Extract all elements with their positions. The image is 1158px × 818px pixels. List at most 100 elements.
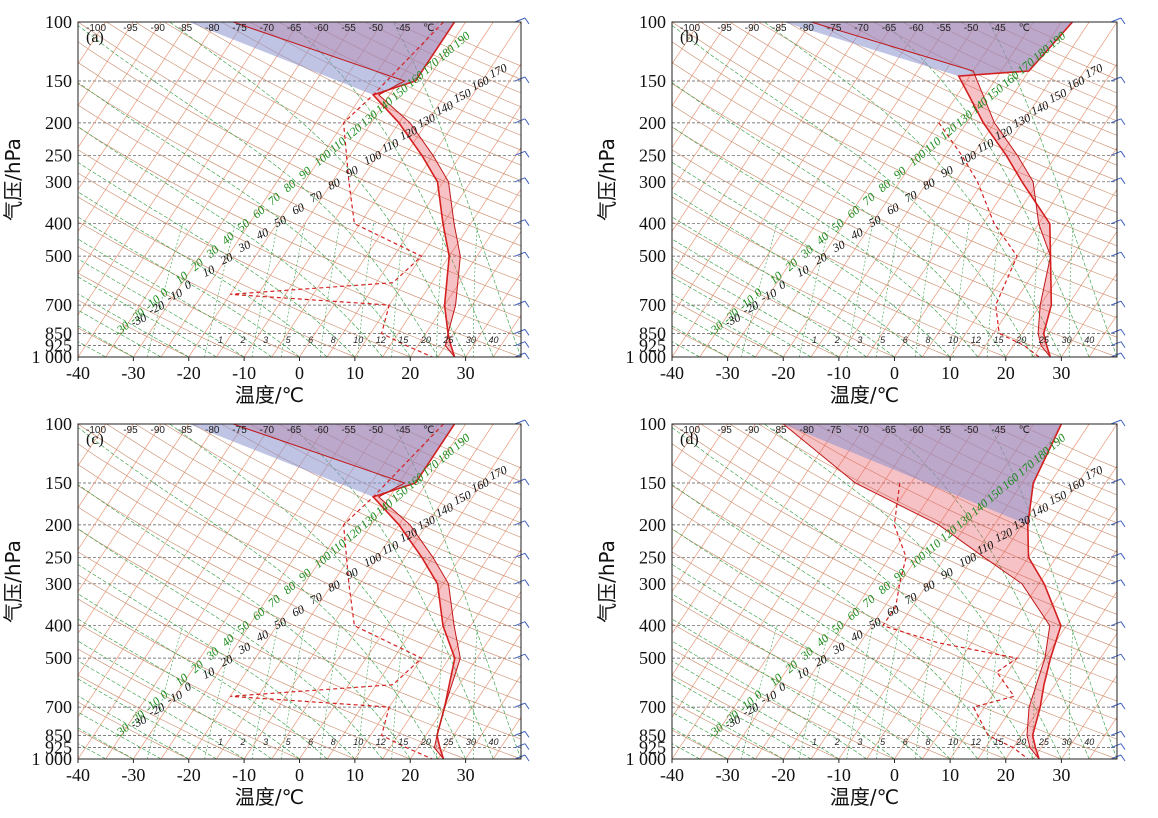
mixing-ratio-label: 3 [857,335,862,345]
dry-adiabat [786,424,1117,583]
top-scale-label: -45 [991,425,1006,436]
moist-adiabat [78,309,162,357]
x-tick-label: -20 [177,363,201,383]
black-isoline-label: 100 [957,550,979,570]
moist-adiabat [78,276,217,357]
moist-adiabat [78,82,411,357]
black-isoline-label: -10 [164,687,184,706]
top-scale-label: -65 [882,425,897,436]
top-scale-label: -85 [178,425,193,436]
moist-adiabat [78,325,134,357]
mixing-ratio-label: 30 [466,335,476,345]
wind-barb [514,419,526,425]
x-tick-label: 10 [346,363,364,383]
mixing-ratio-line [251,223,279,357]
green-isoline-label: 60 [844,605,862,623]
black-isoline-label: 10 [794,262,811,280]
y-tick-label: 250 [45,547,72,567]
isotherm-line [78,424,134,509]
mixing-ratio-label: 1 [218,737,223,747]
wind-barb [524,352,530,360]
isotherm-line [382,146,521,357]
panel-label: (c) [86,431,104,448]
dry-adiabat [78,485,521,702]
wind-barb [524,177,530,185]
mixing-ratio-label: 3 [857,737,862,747]
moist-adiabat [672,727,728,759]
mixing-ratio-line [875,625,900,759]
isotherm-line [105,22,328,357]
isotherm-line [866,424,1090,759]
dry-adiabat [78,22,521,247]
isotherm-line [922,465,1117,759]
black-isoline-label: 130 [415,110,437,130]
x-tick-label: 20 [997,765,1015,785]
green-isoline-label: 40 [219,229,237,247]
moist-adiabat [393,424,521,759]
top-scale-label: -75 [827,23,842,34]
wind-barb [514,300,526,306]
y-tick-label: 200 [45,113,72,133]
moist-adiabat [393,22,521,357]
isotherm-line [1145,22,1158,357]
moist-adiabat [884,424,1090,759]
moist-adiabat [78,161,356,357]
green-isoline-label: 60 [844,203,862,221]
isotherm-line [78,424,273,718]
black-isoline-label: 110 [975,538,996,558]
moist-adiabat [78,484,411,759]
top-scale-label: -50 [964,23,979,34]
mixing-ratio-label: 1 [812,737,817,747]
mixing-ratio-label: 20 [1015,737,1026,747]
isotherm-line [755,22,979,357]
top-scale-label: -50 [369,23,384,34]
isotherm-line [949,105,1117,357]
black-isoline-label: 100 [361,550,383,570]
moist-adiabat [672,640,867,759]
wind-barb [524,731,530,738]
isotherm-line [672,22,784,191]
black-isoline-label: -30 [722,310,742,329]
wind-barb [1110,621,1122,627]
isotherm-line [1033,632,1117,759]
mixing-ratio-label: 20 [1015,335,1026,345]
mixing-ratio-label: 8 [925,737,930,747]
mixing-ratio-label: 2 [834,335,840,345]
y-tick-label: 100 [639,12,666,32]
wind-barb [1110,419,1122,425]
black-isoline-label: 130 [1011,110,1033,130]
wind-barb [1120,478,1126,486]
moist-adiabat [672,238,867,357]
x-tick-label: 20 [401,765,419,785]
isotherm-line [672,22,895,357]
moist-adiabat [289,424,494,759]
y-tick-label: 1 000 [626,749,667,769]
mixing-ratio-line [846,223,874,357]
black-isoline-label: 60 [290,602,307,620]
black-isoline-label: 90 [344,163,361,181]
x-tick-label: -20 [771,765,795,785]
green-isoline-label: 70 [860,592,878,610]
mixing-ratio-line [1031,625,1041,759]
mixing-ratio-label: 1 [218,335,223,345]
y-axis-label: 气压/hPa [1,540,25,623]
y-tick-label: 150 [45,473,72,493]
moist-adiabat [78,563,356,759]
mixing-ratio-label: 15 [994,737,1005,747]
isotherm-line [949,507,1117,759]
black-isoline-label: -20 [146,700,166,719]
x-axis-label: 温度/℃ [830,785,899,809]
isotherm-line [894,22,1117,357]
mixing-ratio-line [914,223,936,357]
mixing-ratio-line [391,625,405,759]
mixing-ratio-line [846,625,874,759]
moist-adiabat [764,22,1062,357]
isotherm-line [105,424,328,759]
wind-barb [1110,702,1122,708]
mixing-ratio-label: 5 [286,737,292,747]
wind-barb [524,754,530,762]
moist-adiabat [764,424,1062,759]
green-isoline-label: 50 [829,618,847,636]
dry-adiabat [78,149,521,357]
